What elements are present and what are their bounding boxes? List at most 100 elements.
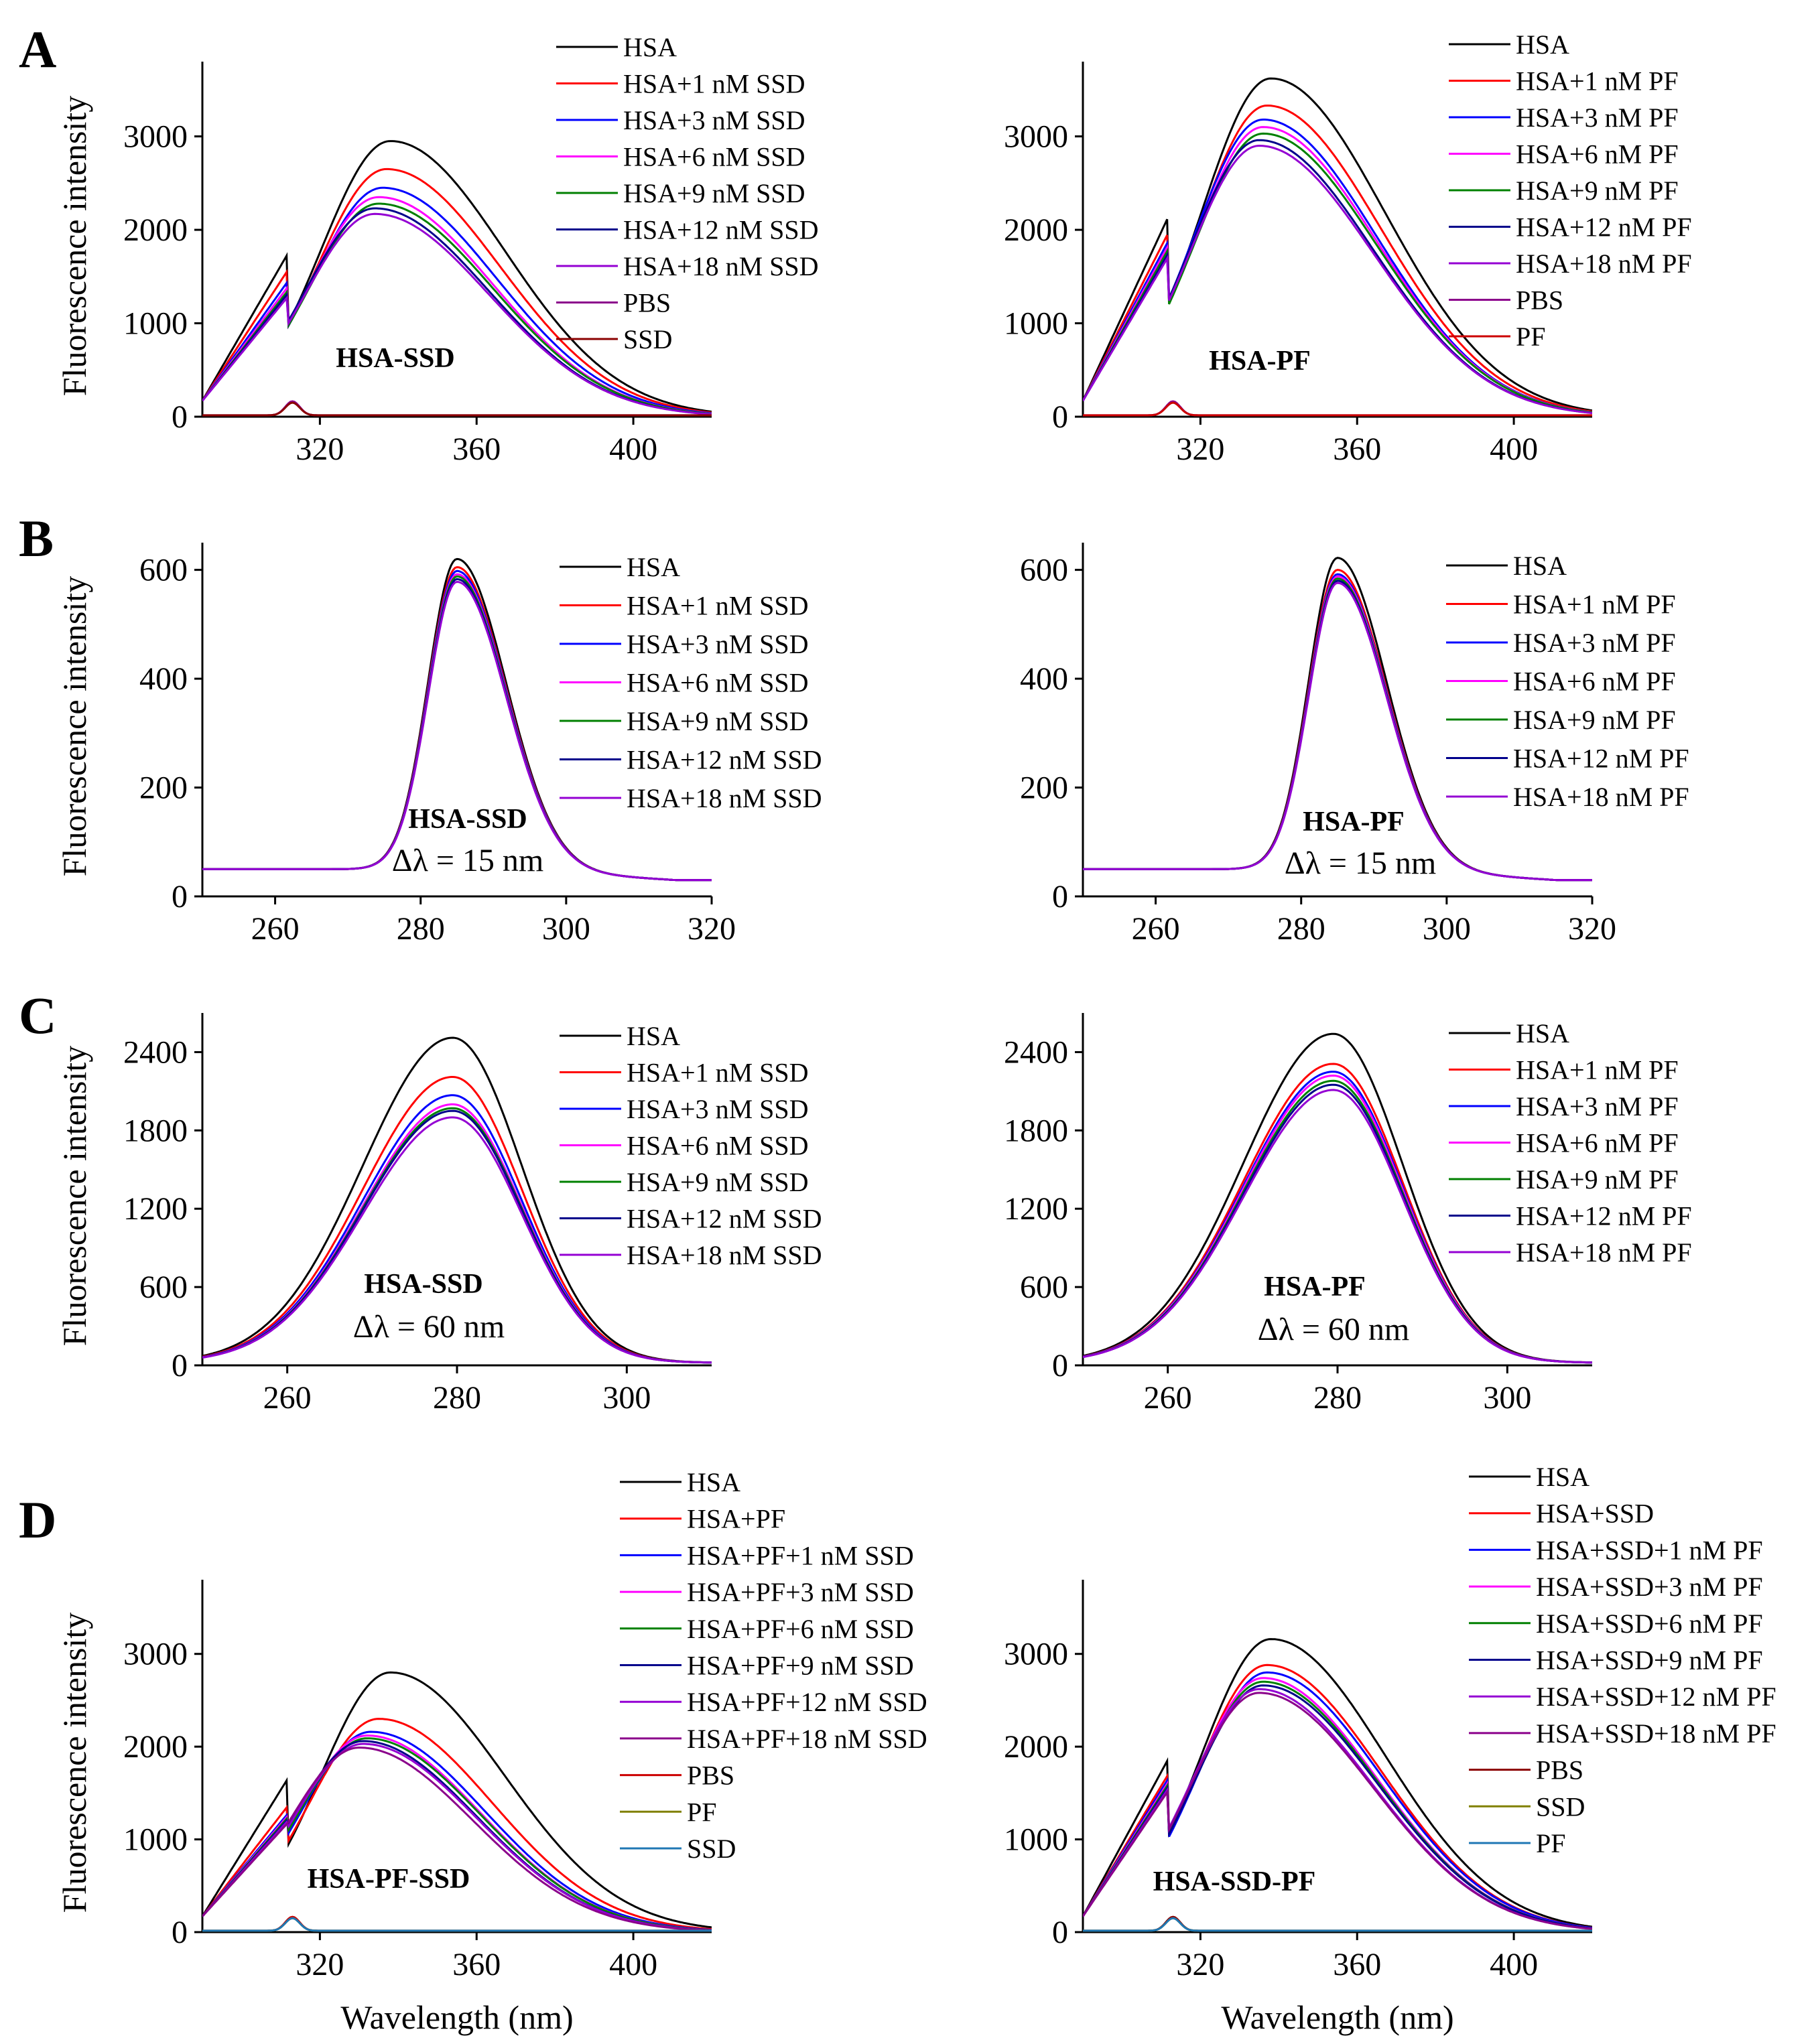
x-axis-title: Wavelength (nm) [1221, 1998, 1453, 2036]
legend-label-hsa-18-nm-ssd: HSA+18 nM SSD [623, 251, 819, 281]
legend-label-hsa-3-nm-ssd: HSA+3 nM SSD [623, 105, 805, 135]
panel-annotation: HSA-PF [1264, 1272, 1366, 1302]
series-lines [1083, 557, 1592, 882]
panel-annotation: HSA-PF [1209, 346, 1311, 377]
panel-b2: 0 200 400 600 260 280 300 320 HSA HSA+1 nM PF HSA+… [1020, 543, 1689, 947]
legend-label-hsa-6-nm-pf: HSA+6 nM PF [1516, 1128, 1679, 1158]
x-tick-label: 300 [602, 1380, 651, 1416]
legend-label-hsa-1-nm-pf: HSA+1 nM PF [1513, 590, 1676, 620]
x-axis-title: Wavelength (nm) [340, 1998, 573, 2036]
legend-label-hsa: HSA [623, 32, 677, 62]
legend-label-hsa-18-nm-ssd: HSA+18 nM SSD [627, 1240, 822, 1270]
series-line-ssd [202, 401, 712, 417]
series-line-hsa-18-nm-pf [1083, 1089, 1592, 1364]
panel-a1: A 0 1000 2000 3000 320 360 400 Fluorescence inte… [19, 20, 819, 467]
legend-label-hsa-18-nm-ssd: HSA+18 nM SSD [627, 783, 822, 813]
panel-annotation: HSA-SSD-PF [1153, 1866, 1316, 1897]
series-line-hsa-pf-18-nm-ssd [202, 1746, 712, 1932]
legend-label-pbs: PBS [1536, 1755, 1583, 1785]
series-line-hsa-18-nm-ssd [202, 1116, 712, 1364]
legend-label-hsa: HSA [1516, 29, 1569, 60]
y-tick-label: 0 [172, 1915, 188, 1950]
y-tick-label: 1000 [123, 306, 188, 342]
y-tick-label: 2000 [123, 212, 188, 248]
legend-label-hsa-9-nm-ssd: HSA+9 nM SSD [627, 1167, 809, 1197]
legend-label-hsa-12-nm-pf: HSA+12 nM PF [1516, 1201, 1692, 1231]
legend-label-hsa-12-nm-pf: HSA+12 nM PF [1516, 212, 1692, 243]
legend-label-hsa-1-nm-pf: HSA+1 nM PF [1516, 1055, 1679, 1085]
legend-label-hsa-1-nm-ssd: HSA+1 nM SSD [627, 1058, 809, 1088]
legend-label-hsa: HSA [687, 1467, 740, 1497]
legend-label-hsa-pf-1-nm-ssd: HSA+PF+1 nM SSD [687, 1540, 914, 1570]
y-tick-label: 1800 [123, 1113, 188, 1148]
delta-lambda-annotation: Δλ = 60 nm [353, 1309, 505, 1345]
panel-letter-b: B [19, 509, 54, 567]
y-tick-label: 600 [1020, 553, 1068, 588]
legend-label-hsa-ssd-3-nm-pf: HSA+SSD+3 nM PF [1536, 1572, 1763, 1602]
y-tick-label: 600 [139, 553, 188, 588]
series-line-ssd [202, 1917, 712, 1932]
x-tick-label: 360 [1333, 431, 1381, 467]
y-tick-label: 2000 [123, 1729, 188, 1765]
y-tick-label: 400 [1020, 661, 1068, 697]
y-axis-title: Fluorescence intensity [56, 1046, 93, 1347]
legend-label-hsa-pf-9-nm-ssd: HSA+PF+9 nM SSD [687, 1651, 914, 1681]
y-tick-label: 1000 [1004, 306, 1068, 342]
y-tick-label: 200 [139, 770, 188, 806]
x-tick-label: 280 [1313, 1380, 1362, 1416]
legend-label-hsa-ssd-9-nm-pf: HSA+SSD+9 nM PF [1536, 1645, 1763, 1676]
panel-annotation: HSA-SSD [364, 1269, 482, 1300]
x-tick-label: 320 [296, 1947, 344, 1982]
series-line-hsa-18-nm-ssd [202, 212, 712, 415]
y-tick-label: 1000 [1004, 1822, 1068, 1858]
panel-letter-d: D [19, 1491, 56, 1549]
legend-label-hsa-6-nm-ssd: HSA+6 nM SSD [627, 668, 809, 698]
legend-label-hsa-ssd-6-nm-pf: HSA+SSD+6 nM PF [1536, 1609, 1763, 1639]
x-tick-label: 400 [1490, 1947, 1538, 1982]
y-tick-label: 200 [1020, 770, 1068, 806]
series-line-hsa-18-nm-ssd [202, 580, 712, 882]
legend-label-pf: PF [687, 1797, 717, 1827]
series-lines [202, 557, 712, 882]
series-line-hsa [1083, 1032, 1592, 1364]
x-tick-label: 300 [542, 911, 590, 947]
legend-label-hsa-1-nm-ssd: HSA+1 nM SSD [627, 591, 809, 621]
panel-d2: 0 1000 2000 3000 320 360 400 Wavelength (nm) HSA… [1004, 1462, 1776, 2036]
y-tick-label: 600 [139, 1270, 188, 1305]
legend-label-ssd: SSD [623, 324, 672, 354]
legend-label-hsa-12-nm-ssd: HSA+12 nM SSD [627, 1204, 822, 1234]
panel-annotation: HSA-SSD [336, 343, 454, 374]
legend-label-hsa-12-nm-ssd: HSA+12 nM SSD [627, 745, 822, 775]
y-tick-label: 1200 [1004, 1191, 1068, 1227]
delta-lambda-annotation: Δλ = 60 nm [1258, 1312, 1410, 1347]
legend-label-hsa-ssd: HSA+SSD [1536, 1499, 1654, 1529]
legend-label-hsa-9-nm-pf: HSA+9 nM PF [1516, 176, 1679, 206]
panel-b1: B 0 200 400 600 260 280 300 320 Fluorescence inte… [19, 509, 822, 947]
legend-label-pf: PF [1536, 1828, 1566, 1858]
y-axis-title: Fluorescence intensity [56, 1613, 93, 1913]
legend-label-hsa-pf-3-nm-ssd: HSA+PF+3 nM SSD [687, 1577, 914, 1607]
legend-label-hsa-18-nm-pf: HSA+18 nM PF [1516, 249, 1692, 279]
y-tick-label: 2400 [1004, 1034, 1068, 1070]
legend-label-pf: PF [1516, 322, 1546, 352]
x-tick-label: 260 [1132, 911, 1180, 947]
x-tick-label: 400 [609, 1947, 657, 1982]
legend-label-hsa-9-nm-ssd: HSA+9 nM SSD [623, 178, 805, 208]
y-tick-label: 0 [1052, 1348, 1068, 1383]
legend-label-hsa-18-nm-pf: HSA+18 nM PF [1516, 1237, 1692, 1268]
x-tick-label: 280 [397, 911, 445, 947]
legend-label-hsa-3-nm-ssd: HSA+3 nM SSD [627, 1094, 809, 1124]
legend-label-hsa-ssd-1-nm-pf: HSA+SSD+1 nM PF [1536, 1535, 1763, 1565]
y-tick-label: 0 [1052, 399, 1068, 435]
legend-label-hsa-3-nm-pf: HSA+3 nM PF [1513, 628, 1676, 658]
y-tick-label: 3000 [123, 1637, 188, 1672]
x-tick-label: 280 [1277, 911, 1325, 947]
series-lines [202, 140, 712, 417]
legend-label-hsa-pf: HSA+PF [687, 1504, 785, 1534]
panel-annotation: HSA-SSD [408, 804, 527, 835]
x-tick-label: 320 [1568, 911, 1616, 947]
legend-label-ssd: SSD [687, 1834, 736, 1864]
legend-label-hsa-3-nm-pf: HSA+3 nM PF [1516, 103, 1679, 133]
legend-label-hsa-ssd-12-nm-pf: HSA+SSD+12 nM PF [1536, 1682, 1776, 1712]
